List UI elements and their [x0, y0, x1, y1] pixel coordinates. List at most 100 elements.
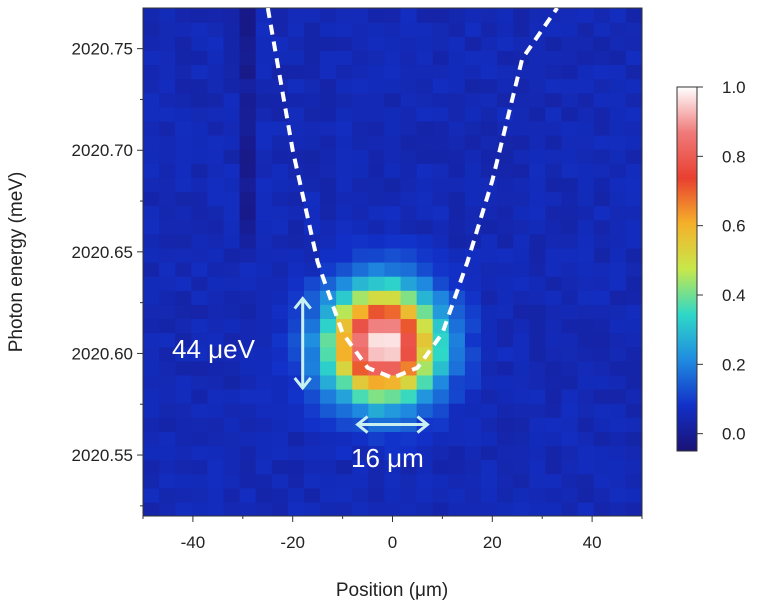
heatmap-cell — [432, 78, 450, 94]
heatmap-cell — [255, 177, 273, 193]
heatmap-cell — [464, 431, 482, 447]
heatmap-cell — [497, 219, 514, 235]
heatmap-cell — [513, 417, 530, 432]
heatmap-cell — [481, 247, 498, 263]
heatmap-cell — [609, 276, 627, 291]
heatmap-cell — [352, 205, 369, 221]
heatmap-cell — [303, 219, 321, 235]
heatmap-cell — [223, 290, 241, 305]
heatmap-cell — [175, 276, 192, 291]
heatmap-cell — [207, 135, 225, 150]
heatmap-cell — [207, 417, 225, 432]
heatmap-cell — [513, 233, 530, 249]
heatmap-cell — [207, 487, 225, 503]
heatmap-cell — [513, 149, 530, 164]
heatmap-cell — [175, 205, 192, 221]
heatmap-cell — [159, 459, 176, 475]
heatmap-cell — [223, 149, 241, 164]
heatmap-cell — [609, 262, 627, 277]
heatmap-cell — [432, 501, 450, 516]
x-axis: -40 -20 0 20 40 — [142, 516, 643, 552]
heatmap-cell — [497, 262, 514, 277]
heatmap-cell — [336, 445, 353, 461]
heatmap-cell — [609, 135, 627, 150]
heatmap-cell — [593, 262, 611, 277]
heatmap-cell — [545, 262, 563, 277]
heatmap-cell — [529, 64, 547, 80]
heatmap-cell — [545, 473, 563, 489]
heatmap-cell — [143, 177, 160, 193]
colorbar-tick-label: 0.4 — [722, 286, 746, 305]
heatmap-cell — [609, 346, 627, 362]
heatmap-cell — [513, 318, 530, 334]
heatmap-cell — [336, 135, 353, 150]
heatmap-cell — [481, 36, 498, 51]
heatmap-cell — [577, 50, 595, 66]
heatmap-cell — [593, 445, 611, 461]
heatmap-cell — [609, 22, 627, 37]
heatmap-cell — [497, 431, 514, 447]
heatmap-cell — [464, 417, 482, 432]
heatmap-cell — [529, 163, 547, 178]
heatmap-cell — [255, 431, 273, 447]
heatmap-cell — [609, 106, 627, 122]
heatmap-cell — [175, 22, 192, 37]
heatmap-cell — [561, 431, 579, 447]
spatial-width-label: 16 μm — [351, 443, 424, 473]
heatmap-cell — [352, 106, 369, 122]
heatmap-cell — [191, 92, 208, 108]
heatmap-cell — [303, 276, 321, 291]
heatmap-cell — [561, 149, 579, 164]
heatmap-cell — [352, 374, 369, 390]
heatmap-cell — [336, 205, 353, 221]
heatmap-cell — [143, 360, 160, 376]
heatmap-cell — [561, 177, 579, 193]
heatmap-cell — [175, 360, 192, 376]
heatmap-cell — [513, 219, 530, 235]
heatmap-cell — [368, 290, 386, 305]
heatmap-cell — [143, 290, 160, 305]
heatmap-cell — [336, 403, 353, 418]
heatmap-cell — [448, 149, 466, 164]
heatmap-cell — [513, 8, 530, 23]
heatmap-cell — [303, 487, 321, 503]
heatmap-cell — [481, 459, 498, 475]
heatmap-cell — [577, 431, 595, 447]
heatmap-cell — [464, 332, 482, 348]
heatmap-cell — [143, 163, 160, 178]
heatmap-cell — [175, 487, 192, 503]
heatmap-cell — [625, 487, 642, 503]
heatmap-cell — [384, 191, 402, 207]
heatmap-cell — [400, 332, 418, 348]
heatmap-cell — [432, 431, 450, 447]
heatmap-cell — [159, 332, 176, 348]
heatmap-cell — [159, 191, 176, 207]
heatmap-cell — [481, 304, 498, 320]
heatmap-cell — [513, 262, 530, 277]
heatmap-cell — [432, 163, 450, 178]
heatmap-cell — [207, 501, 225, 516]
heatmap-cell — [223, 163, 241, 178]
heatmap-cell — [416, 120, 434, 136]
heatmap-cell — [609, 78, 627, 94]
heatmap-cell — [481, 473, 498, 489]
heatmap-cell — [577, 191, 595, 207]
heatmap-cell — [271, 78, 289, 94]
heatmap-cell — [529, 360, 547, 376]
heatmap-cell — [320, 417, 337, 432]
heatmap-cell — [255, 50, 273, 66]
heatmap-cell — [593, 403, 611, 418]
heatmap-cell — [143, 262, 160, 277]
heatmap-cell — [529, 120, 547, 136]
heatmap-cell — [448, 417, 466, 432]
heatmap-cell — [336, 346, 353, 362]
heatmap-cell — [287, 233, 305, 249]
heatmap-cell — [609, 459, 627, 475]
heatmap-cell — [223, 501, 241, 516]
heatmap-cell — [175, 445, 192, 461]
heatmap-cell — [143, 36, 160, 51]
heatmap-cell — [175, 346, 192, 362]
heatmap-cell — [609, 318, 627, 334]
heatmap-cell — [223, 332, 241, 348]
heatmap-cell — [561, 36, 579, 51]
